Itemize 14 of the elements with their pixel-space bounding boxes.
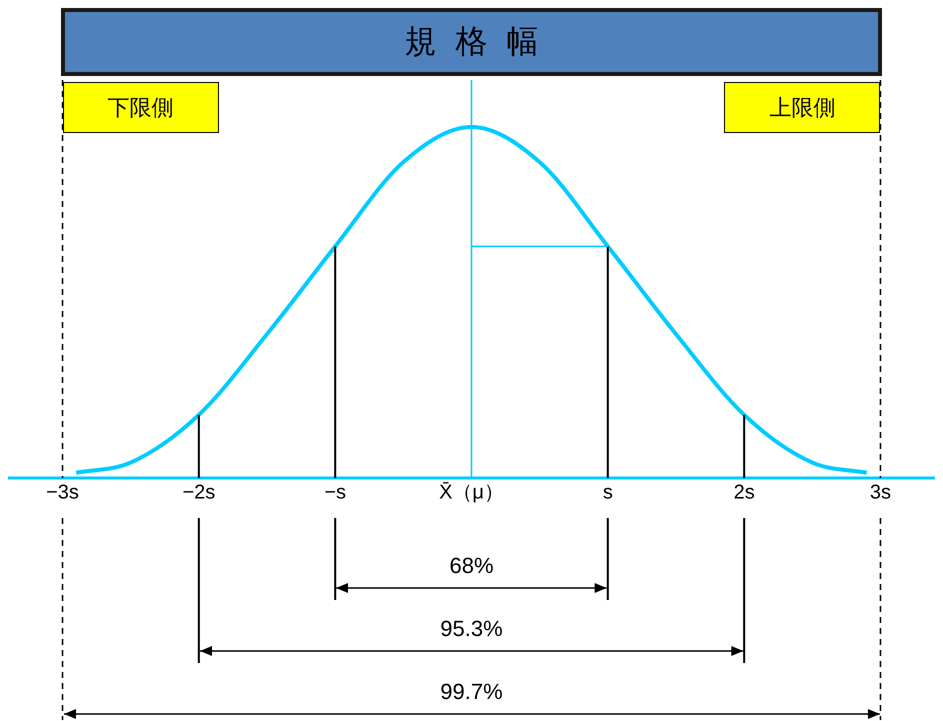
x-tick-label: −3s bbox=[46, 482, 79, 504]
text: 68% bbox=[448, 553, 495, 579]
text: 99.7% bbox=[439, 679, 504, 705]
text: 95.3% bbox=[439, 616, 504, 642]
x-tick-label: 2s bbox=[734, 482, 755, 504]
chart-title: 規格幅 bbox=[404, 22, 558, 61]
x-tick-label: X̄（μ） bbox=[439, 481, 504, 504]
label-box: 上限側 bbox=[724, 82, 880, 133]
label-box: 下限側 bbox=[62, 82, 219, 133]
banner: 規格幅 bbox=[60, 8, 882, 76]
x-tick-label: s bbox=[602, 482, 613, 504]
x-tick-label: 3s bbox=[870, 482, 892, 504]
x-tick-label: −s bbox=[324, 482, 346, 504]
x-tick-label: −2s bbox=[182, 482, 216, 504]
